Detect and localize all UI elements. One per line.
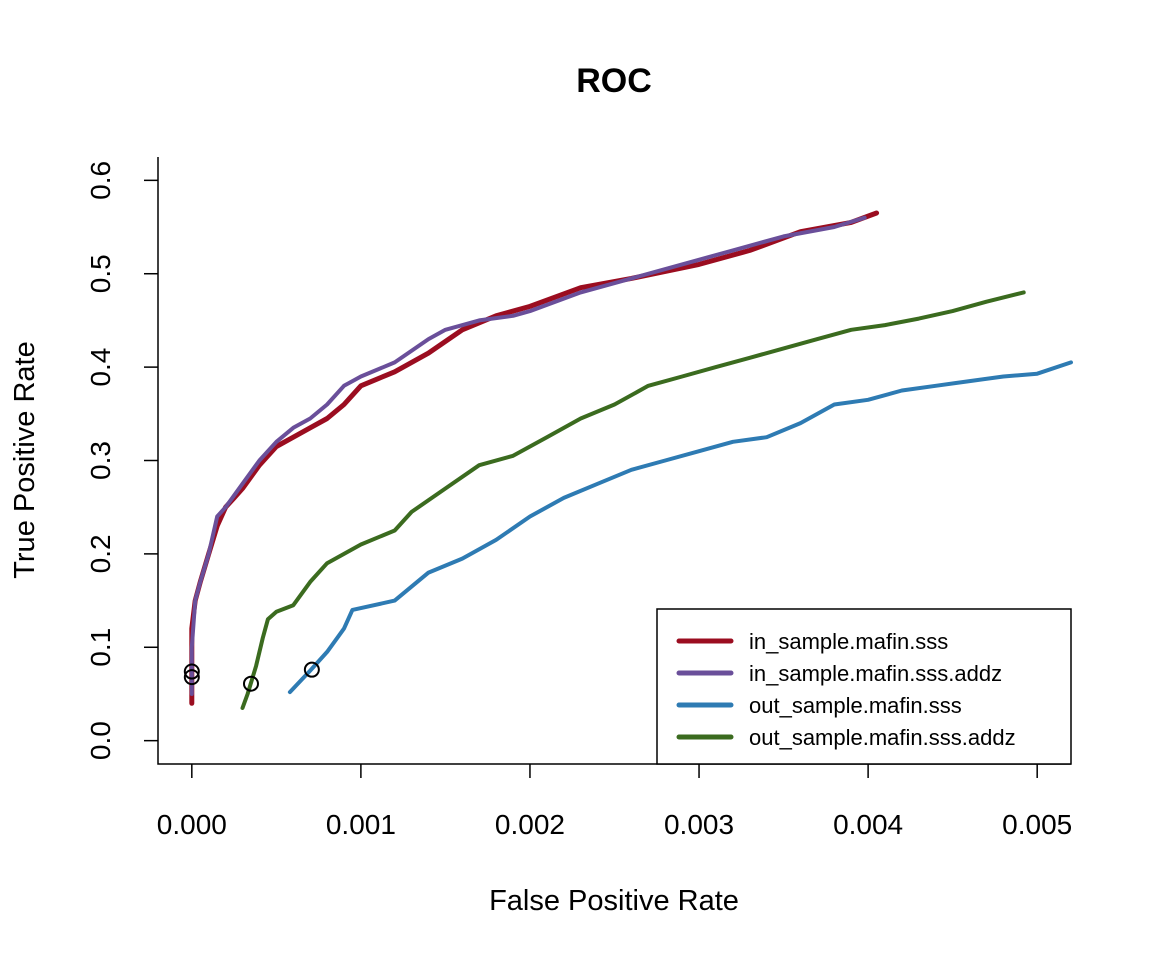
legend-label: out_sample.mafin.sss.addz <box>749 725 1016 750</box>
series-line-in_sample.mafin.sss.addz <box>189 215 867 696</box>
y-tick-label: 0.4 <box>85 348 116 387</box>
x-tick-label: 0.004 <box>833 809 903 840</box>
x-tick-label: 0.001 <box>326 809 396 840</box>
point-marker <box>183 663 200 680</box>
chart-title: ROC <box>576 62 652 100</box>
legend-label: in_sample.mafin.sss.addz <box>749 661 1002 686</box>
series-line-out_sample.mafin.sss <box>287 360 1073 695</box>
marker-group <box>183 661 320 692</box>
y-tick-label: 0.2 <box>85 534 116 573</box>
x-tick-label: 0.005 <box>1002 809 1072 840</box>
series-line-out_sample.mafin.sss.addz <box>240 290 1026 710</box>
axes: 0.000 0.001 0.002 0.003 0.004 0.005 0.0 0.1 0.2 0… <box>85 157 1072 840</box>
x-axis-label: False Positive Rate <box>489 885 739 917</box>
x-tick-label: 0.000 <box>157 809 227 840</box>
y-tick-label: 0.6 <box>85 161 116 200</box>
point-marker <box>303 661 320 678</box>
x-tick-label: 0.003 <box>664 809 734 840</box>
y-axis-label: True Positive Rate <box>9 341 41 578</box>
y-tick-label: 0.1 <box>85 628 116 667</box>
y-tick-label: 0.0 <box>85 721 116 760</box>
x-tick-label: 0.002 <box>495 809 565 840</box>
point-marker <box>242 675 259 692</box>
legend-label: out_sample.mafin.sss <box>749 693 962 718</box>
legend-label: in_sample.mafin.sss <box>749 629 948 654</box>
legend: in_sample.mafin.sss in_sample.mafin.sss.a… <box>656 608 1072 765</box>
point-marker <box>183 669 200 686</box>
y-tick-label: 0.5 <box>85 254 116 293</box>
y-tick-label: 0.3 <box>85 441 116 480</box>
series-group <box>189 210 1073 710</box>
